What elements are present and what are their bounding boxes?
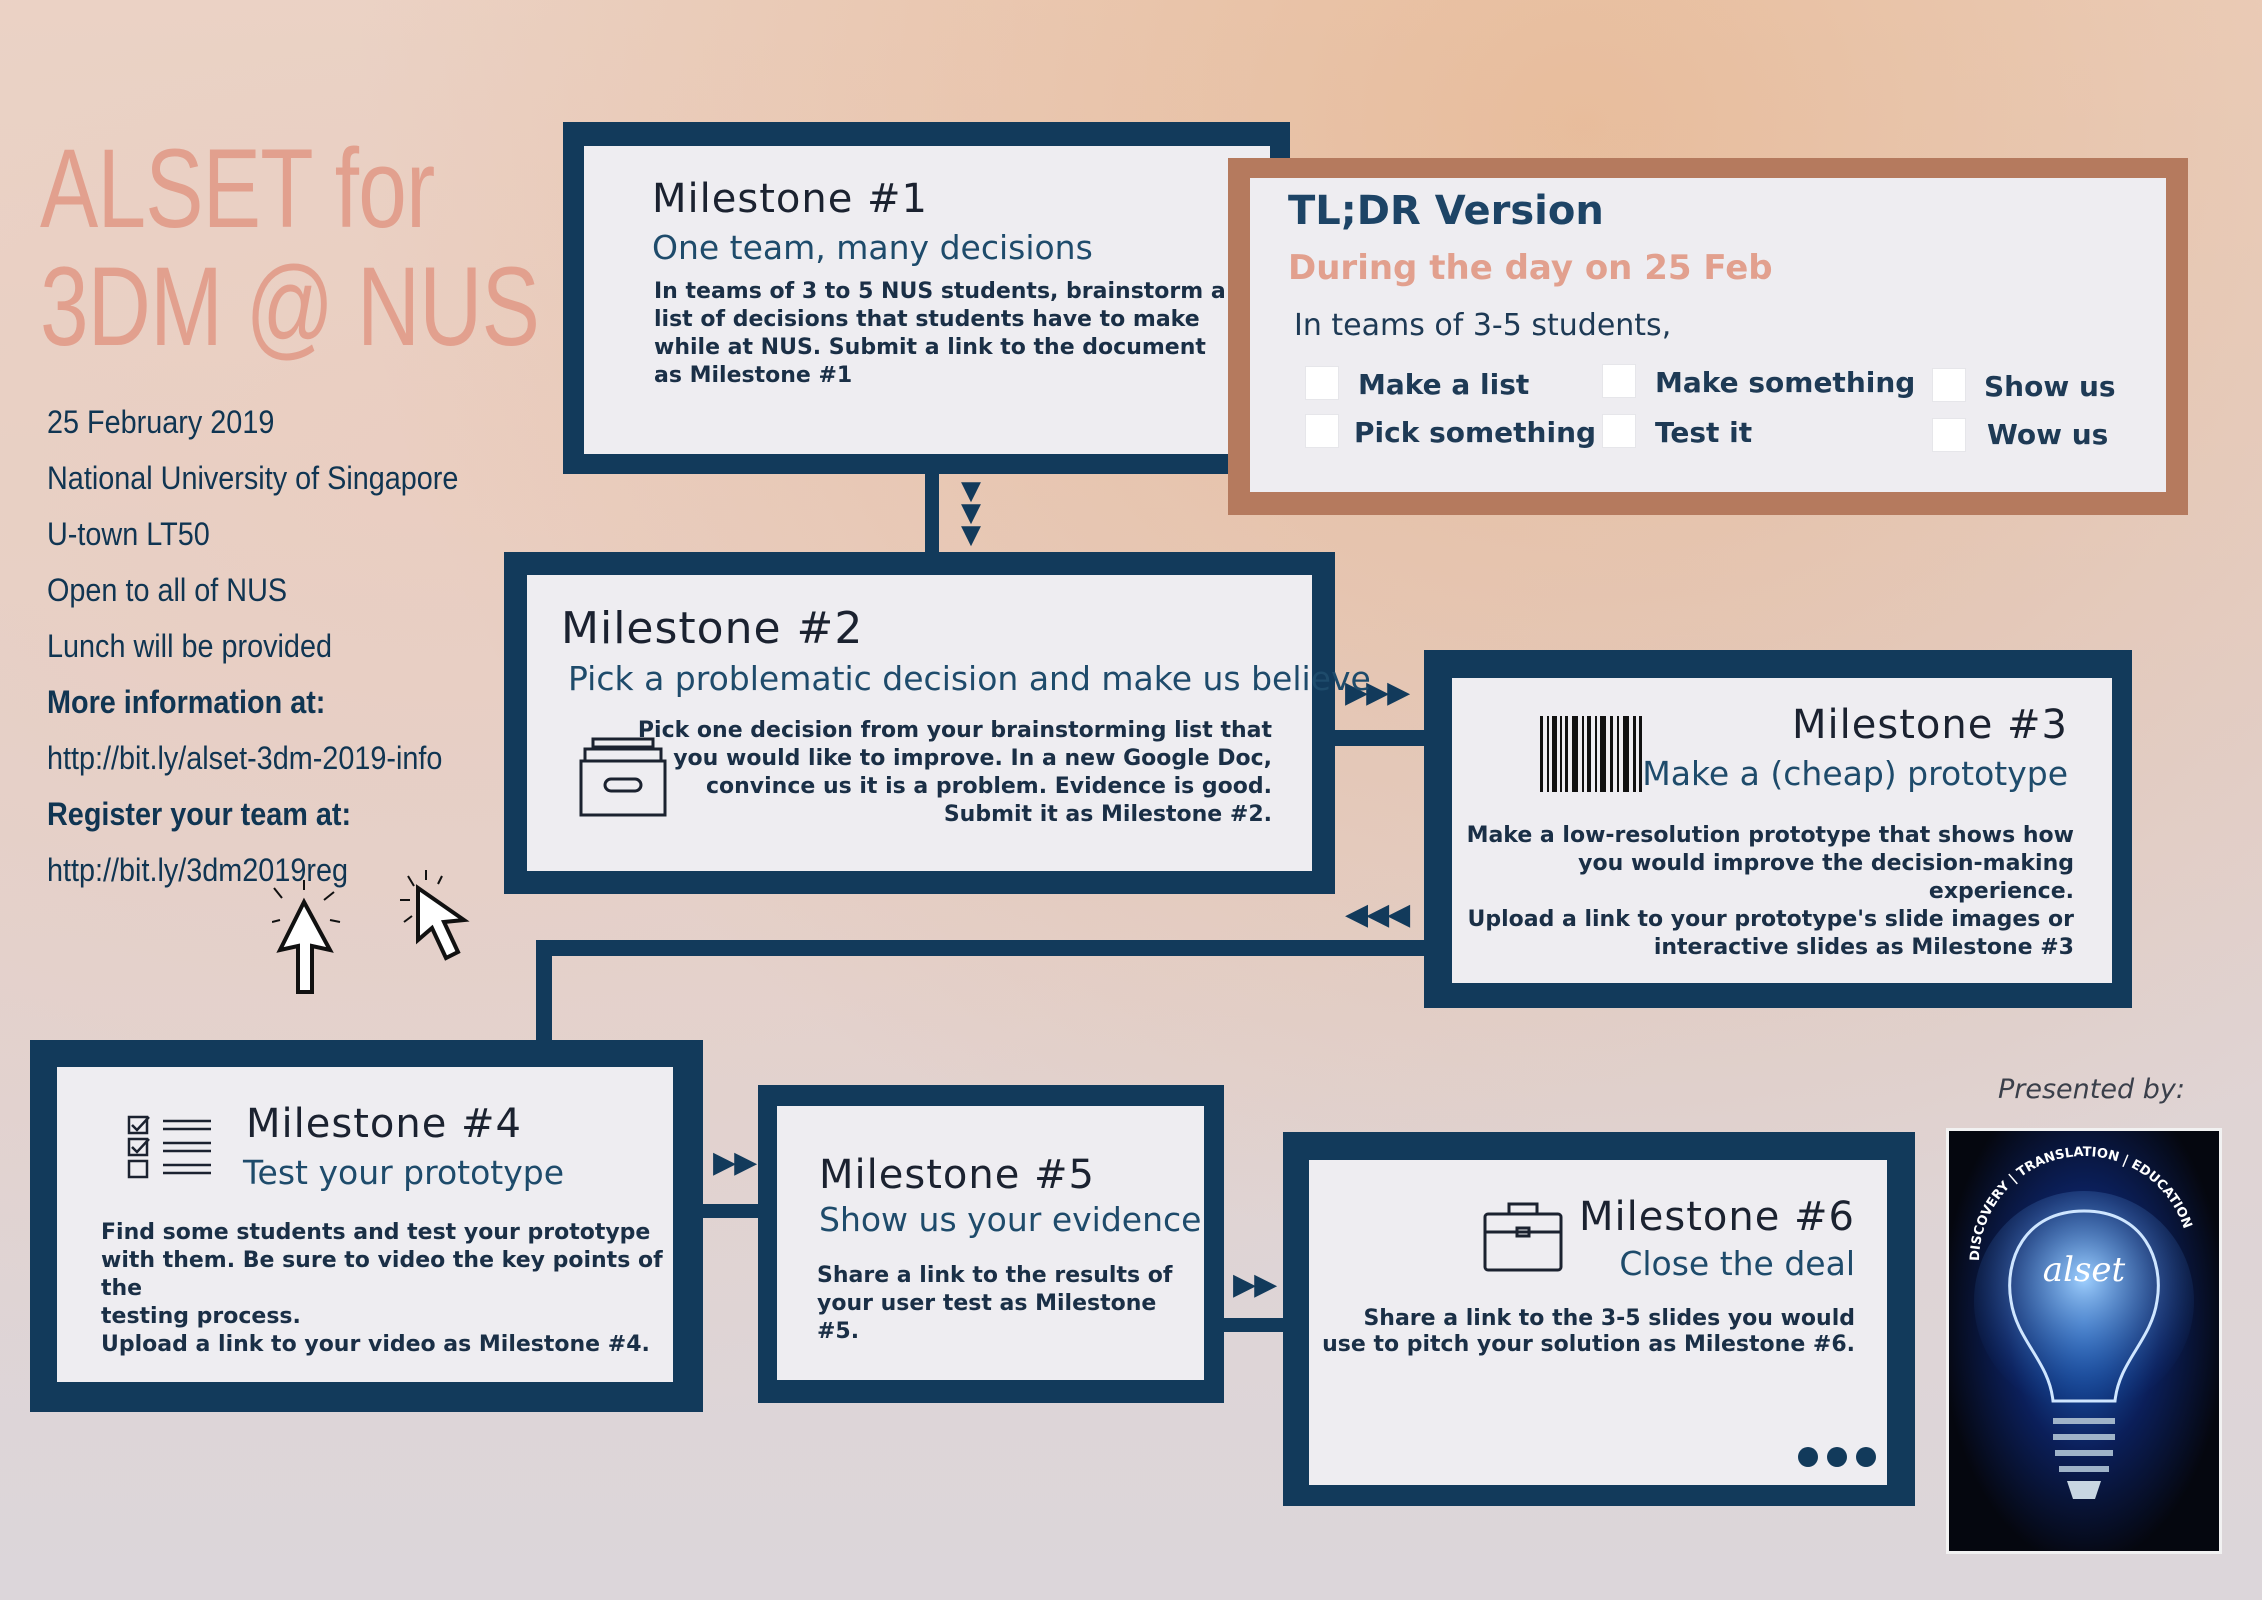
checkbox-label: Wow us [1987, 418, 2109, 451]
milestone-title: Milestone #3 [1792, 702, 2068, 748]
milestone-4-card: Milestone #4 Test your prototype Find so… [57, 1067, 673, 1382]
tldr-card: TL;DR Version During the day on 25 Feb I… [1250, 178, 2166, 492]
checkbox[interactable] [1602, 364, 1636, 398]
connector-3-4-horizontal [536, 940, 1426, 956]
checklist-icon [127, 1115, 211, 1179]
checkbox[interactable] [1932, 418, 1966, 452]
ellipsis-icon [1798, 1447, 1876, 1467]
milestone-subtitle: Make a (cheap) prototype [1642, 754, 2068, 793]
down-arrow-icon: ▼ ▼ ▼ [961, 476, 981, 550]
more-info-link[interactable]: http://bit.ly/alset-3dm-2019-info [47, 740, 443, 776]
milestone-subtitle: Pick a problematic decision and make us … [568, 659, 1371, 698]
milestone-subtitle: One team, many decisions [652, 228, 1093, 267]
milestone-5-card: Milestone #5 Show us your evidence Share… [777, 1106, 1204, 1380]
connector-2-3 [1330, 730, 1430, 746]
milestone-body: Pick one decision from your brainstormin… [637, 718, 1272, 827]
milestone-title: Milestone #4 [246, 1101, 522, 1147]
milestone-subtitle: Show us your evidence [819, 1200, 1202, 1239]
milestone-body: Find some students and test your prototy… [101, 1220, 663, 1357]
milestone-body: In teams of 3 to 5 NUS students, brainst… [654, 279, 1226, 388]
presenter-poster: DISCOVERY | TRANSLATION | EDUCATION alse… [1946, 1128, 2222, 1554]
barcode-icon [1540, 716, 1642, 792]
left-arrow-icon: ◀◀◀ [1345, 897, 1410, 932]
right-arrow-icon: ▶▶ [1233, 1267, 1277, 1302]
milestone-title: Milestone #5 [819, 1152, 1095, 1198]
milestone-subtitle: Close the deal [1619, 1244, 1855, 1283]
milestone-2-card: Milestone #2 Pick a problematic decision… [527, 575, 1371, 871]
checkbox-label: Pick something [1354, 416, 1597, 449]
milestone-subtitle: Test your prototype [243, 1153, 564, 1192]
tldr-intro: In teams of 3-5 students, [1294, 308, 1672, 343]
presented-by-label: Presented by: [1998, 1074, 2185, 1105]
event-lunch: Lunch will be provided [47, 628, 332, 664]
briefcase-icon [1483, 1202, 1563, 1272]
checkbox-label: Make something [1655, 366, 1916, 399]
connector-4-5 [700, 1204, 762, 1218]
connector-3-4-vertical [536, 940, 552, 1045]
connector-1-2 [925, 470, 939, 560]
milestone-title: Milestone #2 [561, 603, 864, 654]
poster-logo-text: alset [2043, 1250, 2126, 1290]
checkbox[interactable] [1305, 414, 1339, 448]
connector-5-6 [1220, 1318, 1288, 1332]
cursor-icon [400, 870, 470, 961]
tldr-subtitle: During the day on 25 Feb [1288, 248, 1773, 288]
milestone-body: Share a link to the results of your user… [817, 1263, 1173, 1344]
milestone-body: Make a low-resolution prototype that sho… [1466, 823, 2074, 960]
event-venue: National University of Singapore [47, 460, 459, 496]
milestone-body: Share a link to the 3-5 slides you would… [1322, 1306, 1855, 1357]
checkbox[interactable] [1305, 366, 1339, 400]
milestone-title: Milestone #1 [652, 176, 928, 222]
archive-box-icon [579, 737, 667, 817]
checkbox-label: Show us [1984, 370, 2116, 403]
event-room: U-town LT50 [47, 516, 210, 552]
right-arrow-icon: ▶▶ [713, 1145, 757, 1180]
register-link[interactable]: http://bit.ly/3dm2019reg [47, 852, 348, 888]
milestone-6-card: Milestone #6 Close the deal Share a link… [1309, 1160, 1887, 1485]
lightbulb-icon: DISCOVERY | TRANSLATION | EDUCATION alse… [1968, 1145, 2195, 1499]
right-arrow-icon: ▶▶▶ [1345, 675, 1410, 710]
cursor-icon [272, 880, 341, 994]
checkbox[interactable] [1932, 368, 1966, 402]
event-date: 25 February 2019 [47, 404, 275, 440]
register-label: Register your team at: [47, 796, 352, 832]
page-title: ALSET for 3DM @ NUS [40, 126, 540, 369]
milestone-title: Milestone #6 [1579, 1194, 1855, 1240]
checkbox-label: Test it [1655, 416, 1753, 449]
milestone-3-card: Milestone #3 Make a (cheap) prototype Ma… [1452, 678, 2112, 983]
checkbox[interactable] [1602, 414, 1636, 448]
tldr-title: TL;DR Version [1288, 188, 1604, 234]
milestone-1-card: Milestone #1 One team, many decisions In… [584, 146, 1270, 454]
event-audience: Open to all of NUS [47, 572, 288, 608]
more-info-label: More information at: [47, 684, 326, 720]
checkbox-label: Make a list [1358, 368, 1530, 401]
